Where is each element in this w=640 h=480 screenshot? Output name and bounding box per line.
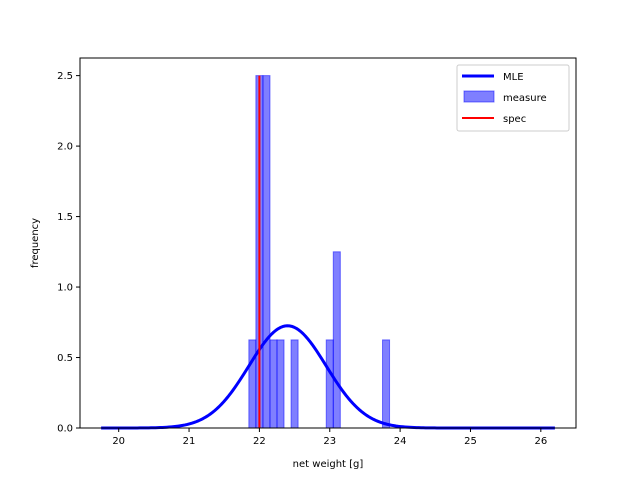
plot-frame — [79, 57, 577, 429]
y-tick-label-0: 0.0 — [57, 424, 73, 435]
y-axis-ticks: 0.0 0.5 1.0 1.5 2.0 2.5 — [57, 71, 80, 435]
x-tick-label-5: 25 — [464, 436, 477, 447]
legend-box — [456, 64, 570, 132]
y-axis-label: frequency — [30, 218, 41, 268]
x-tick-label-3: 23 — [323, 436, 336, 447]
x-axis-ticks: 20 21 22 23 24 25 26 — [112, 428, 547, 447]
legend-measure-swatch — [463, 90, 495, 103]
legend-measure-label: measure — [503, 93, 547, 104]
legend: MLE measure spec — [456, 64, 570, 132]
histogram-bar-5 — [290, 339, 299, 429]
histogram-bar-6 — [325, 339, 334, 429]
x-tick-label-4: 24 — [394, 436, 407, 447]
histogram-bar-3 — [269, 339, 278, 429]
x-tick-label-0: 20 — [112, 436, 125, 447]
histogram-bar-0 — [248, 339, 257, 429]
histogram-bar-4 — [276, 339, 285, 429]
legend-spec-label: spec — [503, 114, 526, 125]
y-tick-label-5: 2.5 — [57, 71, 73, 82]
x-tick-label-2: 22 — [253, 436, 266, 447]
y-tick-label-4: 2.0 — [57, 142, 73, 153]
x-axis-label: net weight [g] — [293, 459, 364, 470]
histogram-bar-7 — [332, 251, 341, 429]
y-tick-label-2: 1.0 — [57, 283, 73, 294]
histogram-bar-2 — [262, 75, 271, 429]
y-tick-label-1: 0.5 — [57, 353, 73, 364]
histogram-bar-8 — [382, 339, 391, 429]
x-tick-label-1: 21 — [183, 436, 196, 447]
x-tick-label-6: 26 — [534, 436, 547, 447]
y-tick-label-3: 1.5 — [57, 212, 73, 223]
legend-mle-label: MLE — [503, 72, 524, 83]
